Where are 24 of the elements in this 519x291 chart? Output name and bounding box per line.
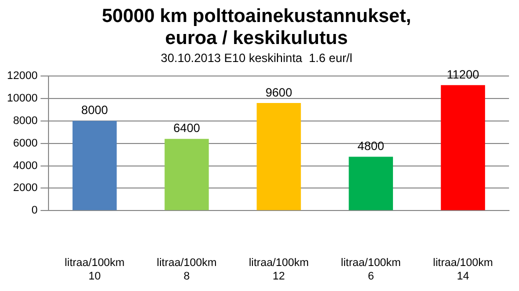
x-tick-label: litraa/100km 6 — [340, 257, 401, 282]
y-tick-label: 0 — [31, 204, 38, 217]
y-tick-label: 10000 — [6, 92, 38, 105]
bar — [256, 103, 301, 210]
data-label: 4800 — [358, 139, 385, 154]
bar — [72, 120, 117, 210]
bar — [440, 85, 486, 210]
chart-subtitle: 30.10.2013 E10 keskihinta 1.6 eur/l — [160, 51, 352, 66]
data-label: 11200 — [446, 67, 480, 82]
bar — [348, 156, 393, 210]
x-tick-label: litraa/100km 10 — [64, 257, 125, 282]
data-label: 6400 — [173, 121, 200, 136]
x-tick-label: litraa/100km 8 — [156, 257, 217, 282]
x-tick-label: litraa/100km 12 — [248, 257, 309, 282]
y-tick-label: 2000 — [13, 182, 38, 194]
y-tick-label: 4000 — [13, 160, 38, 172]
data-label: 9600 — [265, 85, 292, 100]
bar — [164, 138, 209, 210]
chart-title: 50000 km polttoainekustannukset, euroa / keskikulutus — [102, 6, 412, 50]
x-tick-label: litraa/100km 14 — [433, 257, 493, 282]
y-tick-label: 12000 — [6, 70, 38, 82]
y-tick-label: 6000 — [13, 137, 38, 150]
y-tick-label: 8000 — [13, 114, 38, 127]
data-label: 8000 — [81, 103, 108, 118]
